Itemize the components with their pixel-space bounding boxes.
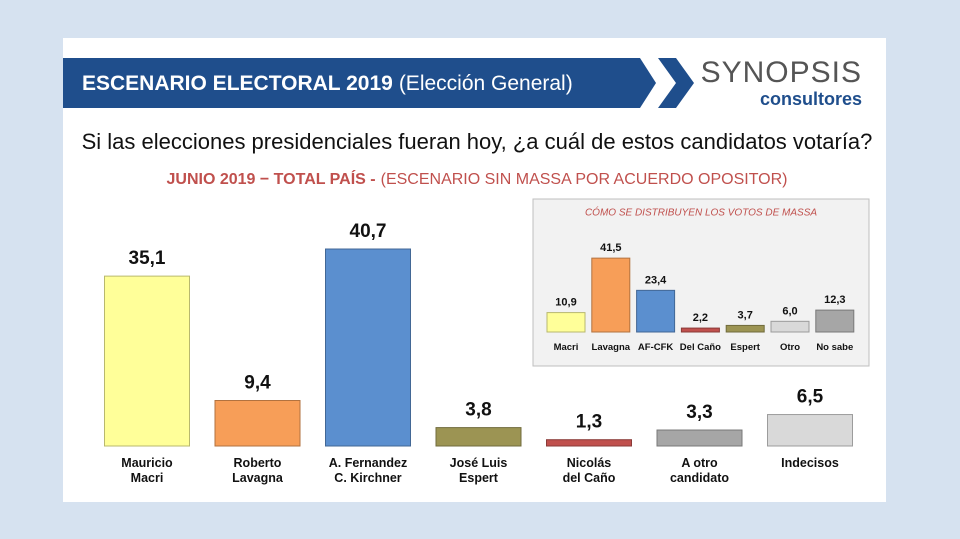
category-line: AF-CFK xyxy=(638,342,673,353)
value-label: 1,3 xyxy=(576,412,602,433)
bar xyxy=(591,257,631,333)
bar xyxy=(325,248,411,447)
category-line: Lavagna xyxy=(232,471,284,485)
category-label: Roberto Lavagna xyxy=(232,456,284,485)
category-label: A otro candidato xyxy=(670,456,729,485)
category-line: Mauricio xyxy=(121,456,173,470)
value-label: 6,0 xyxy=(782,305,797,317)
category-line: candidato xyxy=(670,471,729,485)
category-label: A. Fernandez C. Kirchner xyxy=(329,456,408,485)
category-label: Lavagna xyxy=(592,342,631,353)
bar xyxy=(435,427,522,447)
inset-title: CÓMO SE DISTRIBUYEN LOS VOTOS DE MASSA xyxy=(585,206,817,219)
value-label: 10,9 xyxy=(555,297,576,309)
bar xyxy=(546,439,632,447)
category-line: Del Caño xyxy=(680,342,721,353)
value-label: 3,8 xyxy=(465,400,491,421)
category-label: AF-CFK xyxy=(638,342,673,353)
chart-title: Si las elecciones presidenciales fueran … xyxy=(82,129,873,154)
bar xyxy=(214,400,301,447)
category-line: del Caño xyxy=(563,471,616,485)
bar xyxy=(656,429,743,447)
category-line: A otro xyxy=(681,456,718,470)
value-label: 9,4 xyxy=(244,372,271,393)
category-line: Indecisos xyxy=(781,456,839,470)
category-line: Nicolás xyxy=(567,456,612,470)
category-line: A. Fernandez xyxy=(329,456,408,470)
subtitle-main: JUNIO 2019 − TOTAL PAÍS - xyxy=(167,169,376,188)
category-label: No sabe xyxy=(816,342,853,353)
value-label: 12,3 xyxy=(824,294,845,306)
subtitle-note: (ESCENARIO SIN MASSA POR ACUERDO OPOSITO… xyxy=(381,171,788,188)
bar xyxy=(815,309,855,333)
inset-box xyxy=(532,198,870,367)
category-label: Espert xyxy=(730,342,760,353)
value-label: 3,3 xyxy=(686,402,712,423)
category-label: Del Caño xyxy=(680,342,721,353)
value-label: 40,7 xyxy=(350,221,387,242)
value-label: 3,7 xyxy=(738,309,753,321)
category-label: Otro xyxy=(780,342,800,353)
bar xyxy=(680,327,720,333)
category-line: Espert xyxy=(730,342,760,353)
value-label: 41,5 xyxy=(600,242,621,254)
header-bar xyxy=(63,58,656,108)
bar xyxy=(636,289,676,333)
category-line: Otro xyxy=(780,342,800,353)
category-line: Lavagna xyxy=(592,342,631,353)
category-label: José Luis Espert xyxy=(450,456,508,485)
category-line: Macri xyxy=(131,471,164,485)
category-line: José Luis xyxy=(450,456,508,470)
category-label: Macri xyxy=(554,342,579,353)
value-label: 35,1 xyxy=(129,248,166,269)
header-chevron xyxy=(658,58,694,108)
category-line: Macri xyxy=(554,342,579,353)
bar xyxy=(546,312,586,333)
chart-subtitle: JUNIO 2019 − TOTAL PAÍS - (ESCENARIO SIN … xyxy=(167,169,788,188)
category-line: Roberto xyxy=(234,456,282,470)
bar xyxy=(725,324,765,333)
category-line: No sabe xyxy=(816,342,853,353)
category-label: Mauricio Macri xyxy=(121,456,173,485)
category-label: Indecisos xyxy=(781,456,839,470)
logo-name: SYNOPSIS xyxy=(701,56,862,89)
value-label: 23,4 xyxy=(645,274,667,286)
header-title: ESCENARIO ELECTORAL 2019 xyxy=(82,72,393,95)
value-label: 6,5 xyxy=(797,386,824,407)
category-label: Nicolás del Caño xyxy=(563,456,616,485)
header: ESCENARIO ELECTORAL 2019 (Elección Genera… xyxy=(82,72,573,95)
value-label: 2,2 xyxy=(693,312,708,324)
bar xyxy=(767,414,853,447)
category-line: Espert xyxy=(459,471,499,485)
logo-tagline: consultores xyxy=(760,89,862,109)
category-line: C. Kirchner xyxy=(334,471,402,485)
bar xyxy=(770,320,810,333)
bar xyxy=(104,275,190,447)
header-subtitle: (Elección General) xyxy=(399,72,573,95)
